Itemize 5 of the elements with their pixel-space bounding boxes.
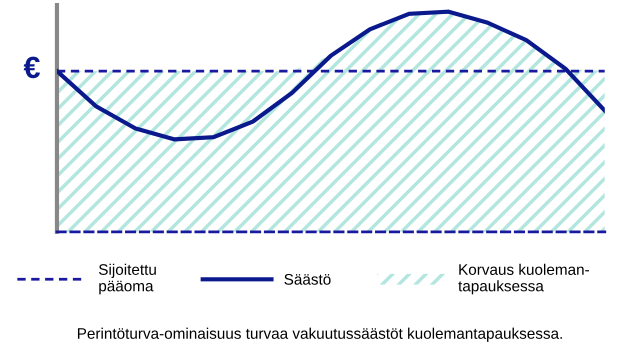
legend-label: Korvaus kuoleman- tapauksessa [458, 264, 589, 294]
legend-label: Säästö [284, 274, 331, 285]
legend-label: Sijoitettu pääoma [98, 264, 156, 294]
y-axis-title: € [24, 56, 40, 78]
text: Perintöturva-ominaisuus turvaa vakuutussäästöt kuolemantapauksessa. [78, 328, 562, 342]
